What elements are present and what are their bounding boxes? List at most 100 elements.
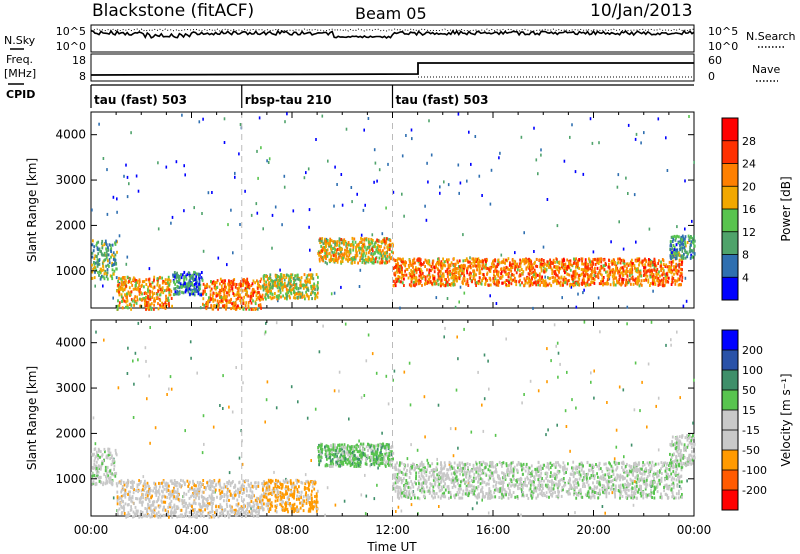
scatter-point xyxy=(211,191,213,194)
echo-cell xyxy=(664,283,666,287)
echo-cell xyxy=(538,274,541,278)
echo-cell xyxy=(630,282,632,286)
echo-cell xyxy=(161,276,163,280)
echo-cell xyxy=(671,251,673,255)
echo-cell xyxy=(496,269,498,273)
echo-cell xyxy=(167,275,170,279)
echo-cell xyxy=(223,285,226,289)
scatter-point xyxy=(123,174,125,178)
echo-cell xyxy=(126,275,129,279)
scatter-point xyxy=(183,164,185,168)
scatter-point xyxy=(257,497,259,501)
echo-cell xyxy=(511,266,514,269)
echo-cell xyxy=(183,270,186,274)
echo-cell xyxy=(653,263,656,267)
echo-cell xyxy=(290,288,292,292)
echo-cell xyxy=(200,508,202,512)
echo-cell xyxy=(563,269,565,273)
echo-cell xyxy=(403,277,405,281)
echo-cell xyxy=(219,484,222,488)
echo-cell xyxy=(584,258,587,262)
echo-cell xyxy=(120,482,122,485)
echo-cell xyxy=(350,256,353,260)
scatter-point xyxy=(326,262,328,266)
scatter-point xyxy=(424,204,426,208)
echo-cell xyxy=(239,507,242,510)
echo-cell xyxy=(185,514,188,518)
echo-cell xyxy=(306,293,308,297)
echo-cell xyxy=(127,492,129,496)
echo-cell xyxy=(362,244,365,248)
scatter-point xyxy=(435,296,438,300)
scatter-point xyxy=(126,195,129,199)
echo-cell xyxy=(156,500,158,504)
echo-cell xyxy=(431,267,434,271)
echo-cell xyxy=(537,283,540,287)
echo-cell xyxy=(486,266,489,270)
echo-cell xyxy=(519,283,522,287)
echo-cell xyxy=(252,505,255,509)
echo-cell xyxy=(122,276,124,279)
echo-cell xyxy=(626,274,629,278)
echo-cell xyxy=(625,262,628,266)
echo-cell xyxy=(106,271,109,275)
echo-cell xyxy=(449,273,451,276)
echo-cell xyxy=(303,295,305,299)
echo-cell xyxy=(433,270,436,274)
echo-cell xyxy=(219,511,221,515)
echo-cell xyxy=(626,266,628,270)
echo-cell xyxy=(656,268,659,271)
echo-cell xyxy=(156,281,159,285)
echo-cell xyxy=(174,290,177,294)
echo-cell xyxy=(163,487,166,491)
echo-cell xyxy=(549,258,551,262)
echo-cell xyxy=(439,261,441,265)
echo-cell xyxy=(112,473,115,477)
echo-cell xyxy=(206,301,209,305)
echo-cell xyxy=(132,515,134,519)
echo-cell xyxy=(95,255,98,258)
echo-cell xyxy=(133,502,135,506)
scatter-point xyxy=(148,374,150,378)
echo-cell xyxy=(673,234,676,238)
echo-cell xyxy=(367,237,370,241)
echo-cell xyxy=(301,293,304,297)
echo-cell xyxy=(514,261,516,265)
echo-cell xyxy=(675,271,678,275)
echo-cell xyxy=(198,288,200,292)
echo-cell xyxy=(143,280,146,283)
echo-cell xyxy=(437,257,439,261)
echo-cell xyxy=(398,275,401,279)
echo-cell xyxy=(453,275,456,279)
echo-cell xyxy=(157,307,160,311)
echo-cell xyxy=(249,299,252,303)
echo-cell xyxy=(151,281,154,285)
echo-cell xyxy=(232,306,235,310)
echo-cell xyxy=(251,484,254,488)
echo-cell xyxy=(212,498,215,502)
echo-cell xyxy=(650,260,652,264)
echo-cell xyxy=(99,455,101,459)
echo-cell xyxy=(140,297,142,301)
echo-cell xyxy=(107,248,110,252)
echo-cell xyxy=(193,270,195,274)
echo-cell xyxy=(202,282,205,286)
scatter-point xyxy=(553,323,556,327)
scatter-point xyxy=(94,284,96,288)
echo-cell xyxy=(595,274,597,278)
echo-cell xyxy=(260,306,262,310)
echo-cell xyxy=(117,512,119,516)
echo-cell xyxy=(573,261,576,265)
scatter-point xyxy=(546,380,548,384)
scatter-point xyxy=(569,449,571,453)
echo-cell xyxy=(473,269,476,273)
echo-cell xyxy=(106,268,109,272)
echo-cell xyxy=(503,269,506,273)
echo-cell xyxy=(465,282,467,286)
echo-cell xyxy=(220,295,223,299)
echo-cell xyxy=(249,512,252,516)
echo-cell xyxy=(377,251,380,255)
echo-cell xyxy=(376,250,379,254)
echo-cell xyxy=(223,281,225,285)
echo-cell xyxy=(178,274,181,278)
